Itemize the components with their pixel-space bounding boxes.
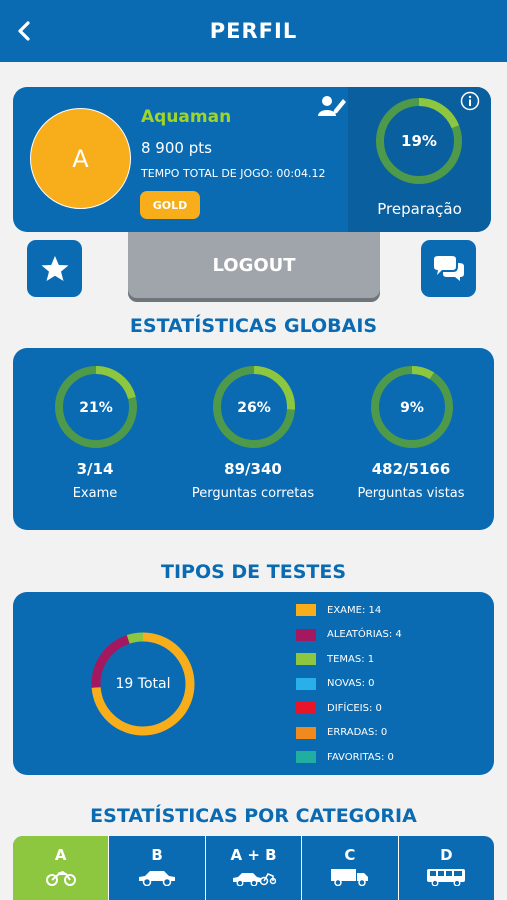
legend-item: EXAME: 14 <box>296 603 381 617</box>
legend-swatch <box>296 702 316 714</box>
tab-label: B <box>151 846 163 864</box>
level-badge: GOLD <box>140 191 200 219</box>
favorites-button[interactable] <box>27 240 82 297</box>
logout-button[interactable]: LOGOUT <box>128 232 380 298</box>
legend-label: ALEATÓRIAS: 4 <box>327 629 402 640</box>
edit-profile-button[interactable] <box>317 93 347 121</box>
info-button[interactable] <box>460 91 480 111</box>
exam-label: Exame <box>72 486 118 501</box>
chat-button[interactable] <box>421 240 476 297</box>
preparation-label: Preparação <box>377 200 462 218</box>
donut-segment-1 <box>91 632 195 736</box>
questions-seen-percent: 9% <box>400 400 424 416</box>
legend-item: DIFÍCEIS: 0 <box>296 701 382 715</box>
chat-bubbles-icon <box>433 255 464 281</box>
tab-label: C <box>344 846 356 864</box>
edit-user-icon <box>318 96 346 116</box>
questions-seen-value: 482/5166 <box>371 460 451 478</box>
page-title: PERFIL <box>209 19 298 43</box>
total-play-time: TEMPO TOTAL DE JOGO: 00:04.12 <box>141 167 326 180</box>
global-stats-panel: 21% 3/14 Exame 26% 89/340 Perguntas corr… <box>13 348 494 530</box>
donut-segment-2 <box>91 632 195 736</box>
correct-questions-ring: 26% <box>213 366 295 448</box>
correct-questions-percent: 26% <box>237 400 271 416</box>
car-icon <box>139 871 176 886</box>
stat-correct-questions: 26% 89/340 Perguntas corretas <box>173 348 333 530</box>
legend-swatch <box>296 726 316 739</box>
preparation-ring: 19% <box>376 98 462 184</box>
user-name: Aquaman <box>141 107 232 127</box>
motorcycle-icon <box>45 871 76 886</box>
legend-item: FAVORITAS: 0 <box>296 750 394 764</box>
stat-exam: 21% 3/14 Exame <box>15 348 175 530</box>
test-types-total: 19 Total <box>115 676 171 692</box>
legend-item: ALEATÓRIAS: 4 <box>296 628 402 642</box>
correct-questions-value: 89/340 <box>224 460 282 478</box>
tab-category-d[interactable]: D <box>397 836 494 900</box>
legend-label: DIFÍCEIS: 0 <box>327 702 382 714</box>
preparation-percent: 19% <box>401 132 437 150</box>
tab-category-a[interactable]: A <box>13 836 109 900</box>
test-types-title: TIPOS DE TESTES <box>160 561 347 583</box>
tab-category-a-b[interactable]: A + B <box>204 836 301 900</box>
info-icon <box>460 91 480 111</box>
test-types-panel: 19 Total EXAME: 14 ALEATÓRIAS: 4 TEMAS: 1 N… <box>13 592 494 775</box>
tab-category-c[interactable]: C <box>301 836 397 900</box>
questions-seen-label: Perguntas vistas <box>357 486 465 501</box>
legend-swatch <box>296 653 316 665</box>
star-icon <box>41 255 68 281</box>
legend-label: EXAME: 14 <box>327 604 382 616</box>
category-tabs: A B A + B <box>13 836 494 900</box>
category-stats-title: ESTATÍSTICAS POR CATEGORIA <box>90 805 417 827</box>
legend-swatch <box>296 628 316 641</box>
tab-label: D <box>440 846 453 864</box>
exam-ring: 21% <box>55 366 137 448</box>
tab-label: A <box>54 846 67 864</box>
bus-icon <box>427 869 466 886</box>
legend-item: TEMAS: 1 <box>296 652 374 666</box>
test-types-donut <box>91 632 195 736</box>
user-points: 8 900 pts <box>141 139 212 157</box>
legend-item: NOVAS: 0 <box>296 677 374 691</box>
car-motorcycle-icon <box>232 873 276 886</box>
legend-label: ERRADAS: 0 <box>327 727 388 738</box>
top-bar: PERFIL <box>0 0 507 62</box>
preparation-panel: 19% Preparação <box>348 87 491 232</box>
truck-icon <box>330 869 368 886</box>
back-button[interactable] <box>10 16 40 46</box>
legend-item: ERRADAS: 0 <box>296 726 387 740</box>
exam-value: 3/14 <box>76 460 114 478</box>
legend-swatch <box>296 677 316 690</box>
avatar: A <box>30 108 131 209</box>
legend-swatch <box>296 751 316 763</box>
tab-category-b[interactable]: B <box>108 836 204 900</box>
questions-seen-ring: 9% <box>371 366 453 448</box>
global-stats-title: ESTATÍSTICAS GLOBAIS <box>129 315 378 337</box>
tab-label: A + B <box>230 846 277 864</box>
profile-card: A Aquaman 8 900 pts TEMPO TOTAL DE JOGO:… <box>13 87 491 232</box>
legend-label: FAVORITAS: 0 <box>327 751 394 763</box>
correct-questions-label: Perguntas corretas <box>191 486 315 501</box>
exam-percent: 21% <box>79 400 113 416</box>
legend-label: NOVAS: 0 <box>327 678 375 689</box>
legend-swatch <box>296 604 316 616</box>
stat-questions-seen: 9% 482/5166 Perguntas vistas <box>331 348 491 530</box>
legend-label: TEMAS: 1 <box>327 653 375 665</box>
chevron-left-icon <box>18 21 30 41</box>
